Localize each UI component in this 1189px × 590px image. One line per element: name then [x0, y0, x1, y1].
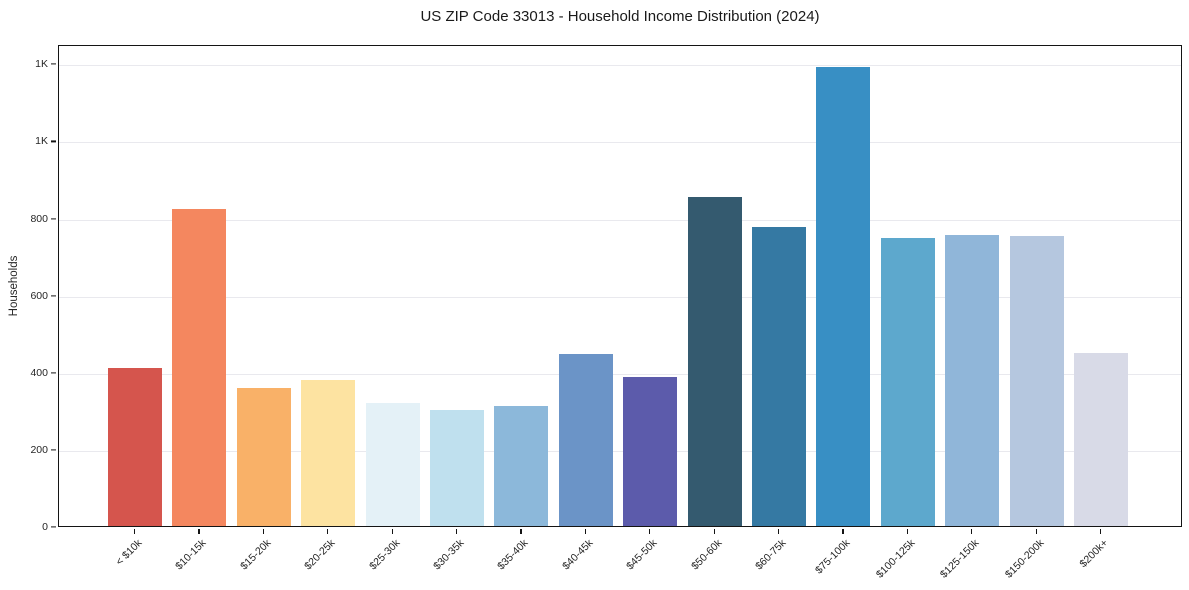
y-tick-mark-200	[51, 449, 56, 451]
x-tick-mark-5	[456, 529, 458, 534]
bar-100-125k	[880, 238, 935, 526]
bar-30-35k	[430, 410, 484, 526]
x-tick-label-10k: < $10k	[113, 537, 145, 568]
y-tick-label-1000: 1K	[35, 135, 48, 148]
gridline-1000	[59, 142, 1181, 144]
x-tick-mark-0	[134, 529, 136, 534]
x-tick-label-100-125k: $100-125k	[873, 537, 918, 581]
y-tick-label-200: 200	[30, 443, 48, 456]
x-tick-label-20-25k: $20-25k	[302, 537, 338, 573]
x-tick-label-50-60k: $50-60k	[688, 537, 725, 573]
x-tick-mark-6	[520, 529, 522, 534]
bar-25-30k	[365, 402, 420, 526]
y-tick-label-1200: 1K	[35, 58, 48, 71]
chart-title: US ZIP Code 33013 - Household Income Dis…	[420, 8, 820, 25]
gridline-200	[59, 450, 1181, 452]
y-tick-mark-0	[51, 526, 56, 528]
y-tick-label-800: 800	[30, 212, 48, 225]
x-tick-mark-2	[262, 529, 264, 534]
gridline-600	[59, 296, 1181, 298]
gridline-400	[59, 373, 1181, 375]
x-tick-mark-15	[1100, 529, 1102, 534]
x-tick-mark-11	[842, 529, 844, 534]
x-tick-mark-3	[327, 529, 329, 534]
bar-75-100k	[816, 67, 871, 526]
y-tick-label-400: 400	[30, 366, 48, 379]
x-tick-label-60-75k: $60-75k	[753, 537, 789, 573]
y-tick-mark-1200	[51, 63, 56, 65]
bar-10-15k	[172, 209, 227, 526]
x-tick-label-150-200k: $150-200k	[1002, 537, 1047, 581]
x-tick-mark-8	[649, 529, 651, 534]
bar-10k	[108, 367, 162, 526]
x-tick-mark-9	[713, 529, 715, 534]
bar-35-40k	[494, 406, 549, 526]
plot-area	[58, 45, 1182, 527]
bar-40-45k	[558, 354, 613, 526]
x-tick-label-15-20k: $15-20k	[237, 537, 274, 573]
bar-45-50k	[623, 377, 678, 526]
bar-150-200k	[1009, 235, 1064, 526]
bar-15-20k	[236, 387, 291, 526]
y-axis-label: Households	[8, 255, 20, 317]
x-tick-mark-1	[198, 529, 200, 534]
x-tick-mark-12	[906, 529, 908, 534]
x-tick-label-30-35k: $30-35k	[431, 537, 467, 573]
x-tick-label-10-15k: $10-15k	[173, 537, 209, 573]
bar-125-150k	[945, 235, 1000, 526]
x-tick-label-35-40k: $35-40k	[495, 537, 531, 573]
y-tick-mark-1000	[51, 140, 56, 142]
bar-50-60k	[687, 197, 742, 526]
x-tick-label-45-50k: $45-50k	[624, 537, 660, 573]
x-tick-mark-4	[391, 529, 393, 534]
y-tick-label-600: 600	[30, 289, 48, 302]
x-tick-mark-7	[584, 529, 586, 534]
gridline-1200	[59, 65, 1181, 67]
x-tick-mark-13	[971, 529, 973, 534]
gridline-800	[59, 219, 1181, 221]
y-tick-mark-800	[51, 217, 56, 220]
x-tick-label-25-30k: $25-30k	[366, 537, 403, 573]
x-tick-label-125-150k: $125-150k	[938, 537, 982, 581]
x-tick-mark-14	[1035, 529, 1037, 534]
bar-20-25k	[301, 380, 356, 526]
bar-200k	[1074, 353, 1128, 526]
bar-60-75k	[752, 227, 806, 526]
x-tick-label-40-45k: $40-45k	[559, 537, 596, 573]
x-tick-label-75-100k: $75-100k	[813, 537, 853, 577]
x-tick-mark-10	[778, 529, 780, 534]
y-tick-label-0: 0	[42, 521, 48, 533]
y-tick-mark-400	[51, 372, 56, 374]
x-tick-label-200k: $200k+	[1077, 537, 1111, 571]
y-tick-mark-600	[51, 295, 56, 297]
